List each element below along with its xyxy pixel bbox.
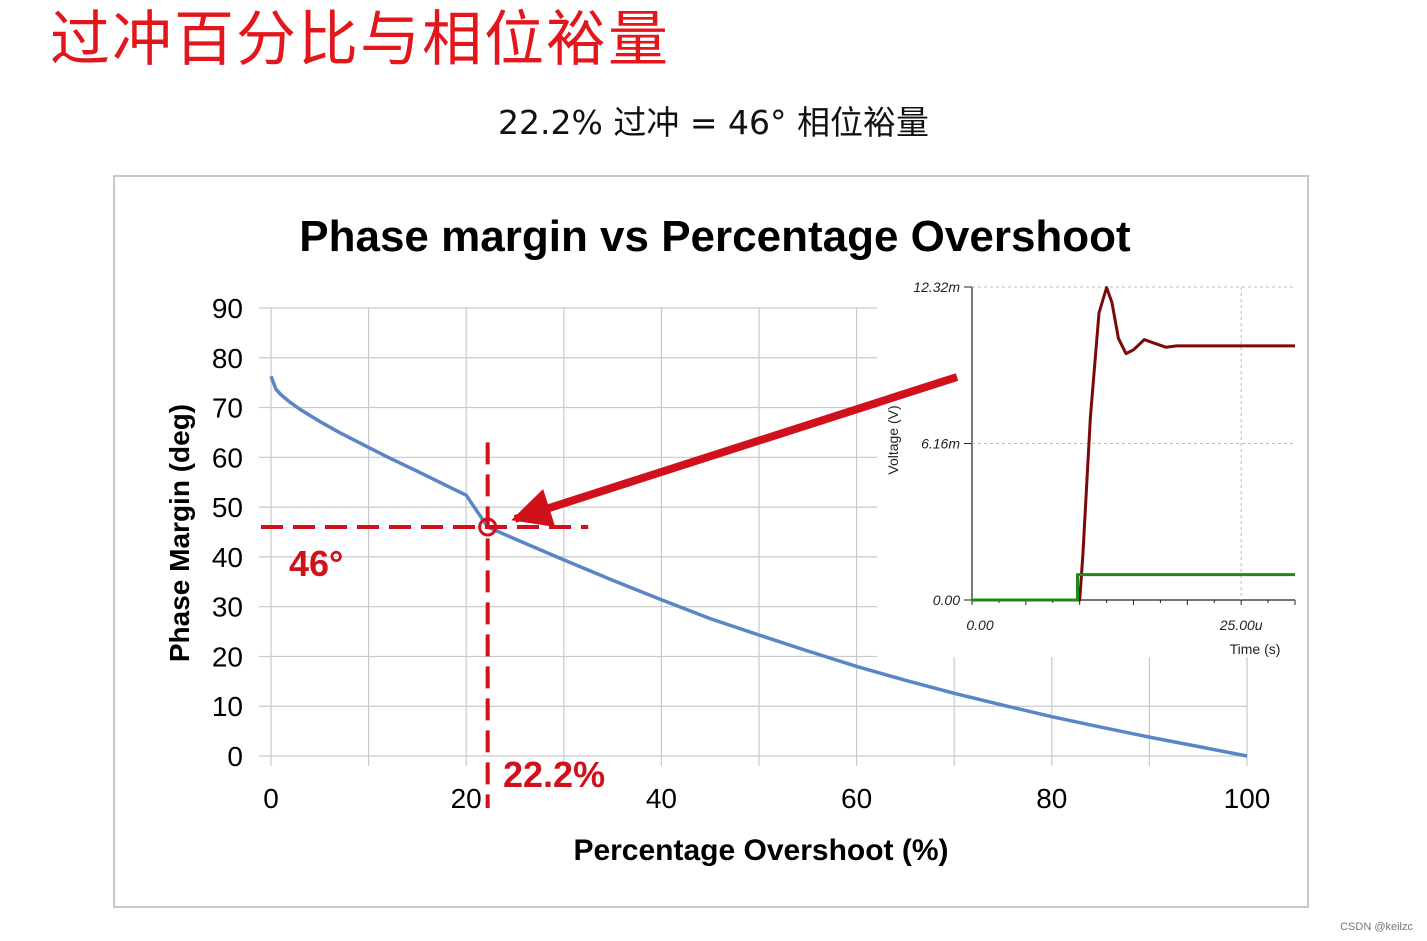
x-tick-label: 40 [646,783,677,814]
inset-y-tick-label: 0.00 [933,592,960,608]
y-axis-label: Phase Margin (deg) [164,404,195,662]
x-tick-label: 0 [263,783,279,814]
inset-series-line [972,286,1295,602]
annotation-arrow [511,373,959,528]
y-tick-label: 70 [212,393,243,424]
y-tick-label: 20 [212,641,243,672]
inset-x-axis: 0.00 25.00u [966,617,1262,633]
y-tick-label: 40 [212,542,243,573]
series-line [269,375,1248,758]
inset-x-axis-label: Time (s) [1230,641,1281,657]
inset-y-axis-label: Voltage (V) [885,405,901,474]
inset-x-tick-label: 0.00 [966,617,993,633]
y-tick-label: 0 [227,741,243,772]
x-axis: 0 20 40 60 80 100 [263,783,1270,814]
y-tick-label: 90 [212,293,243,324]
inset-chart: 0.00 6.16m 12.32m 0.00 25.00u Voltage (V) T… [877,277,1307,657]
inset-y-axis: 0.00 6.16m 12.32m [913,279,972,608]
inset-y-tick-label: 6.16m [921,436,960,452]
x-axis-label: Percentage Overshoot (%) [573,834,948,867]
annotation-y-label: 46° [289,543,343,584]
y-tick-label: 60 [212,442,243,473]
y-tick-label: 10 [212,691,243,722]
chart-title: Phase margin vs Percentage Overshoot [299,212,1131,261]
x-tick-label: 80 [1036,783,1067,814]
inset-series-line [972,573,1295,602]
x-tick-label: 100 [1224,783,1271,814]
footer-watermark: CSDN @keilzc [1340,921,1413,933]
inset-y-tick-label: 12.32m [913,279,960,295]
series-group [269,375,1248,758]
slide-title: 过冲百分比与相位裕量 [50,5,670,75]
inset-background [877,277,1307,657]
y-tick-label: 30 [212,592,243,623]
inset-series-group [972,286,1295,602]
chart-canvas: Phase margin vs Percentage Overshoot 0 10… [164,212,1307,867]
annotation-x-label: 22.2% [503,754,605,795]
y-axis: 0 10 20 30 40 50 60 70 80 90 [212,293,243,772]
chart-frame: Phase margin vs Percentage Overshoot 0 10… [113,175,1309,908]
x-tick-label: 60 [841,783,872,814]
annotation-point [478,517,498,537]
y-tick-label: 80 [212,343,243,374]
x-tick-label: 20 [451,783,482,814]
y-tick-label: 50 [212,492,243,523]
slide-subtitle: 22.2% 过冲 = 46° 相位裕量 [498,103,929,142]
inset-x-tick-label: 25.00u [1219,617,1263,633]
